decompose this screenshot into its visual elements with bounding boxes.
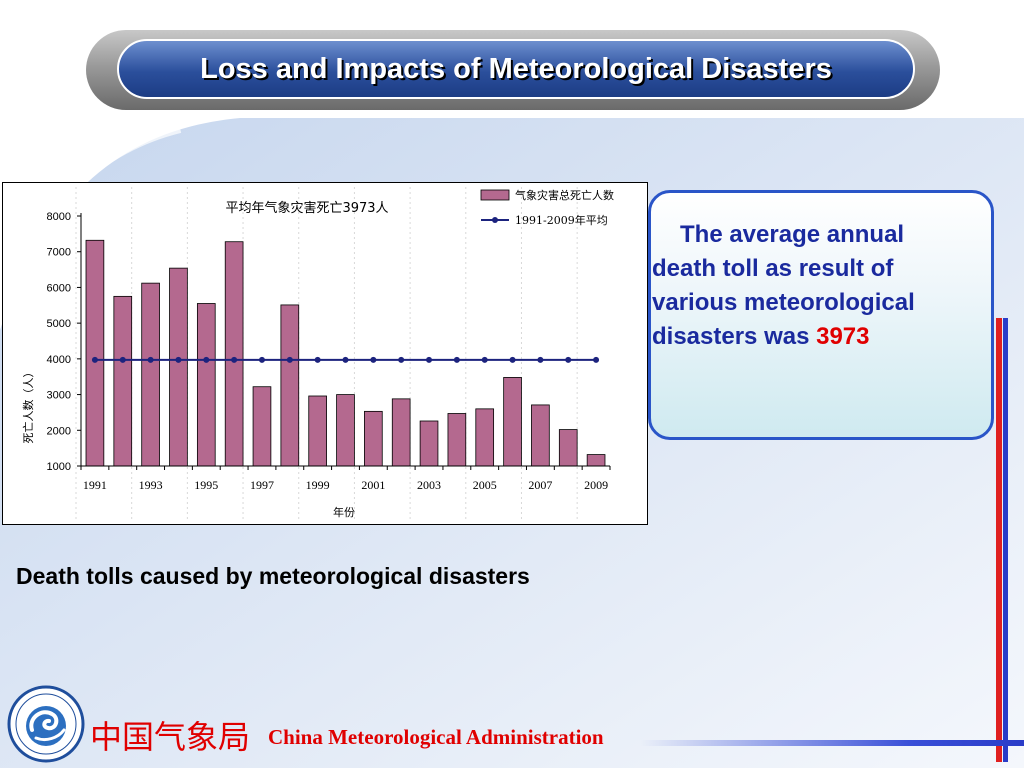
y-tick-label: 2000 [47,425,71,437]
legend-swatch-bar [480,189,510,201]
title-bar: Loss and Impacts of Meteorological Disas… [117,39,915,99]
average-point-2007 [537,356,544,363]
y-tick-label: 8000 [47,211,71,223]
death-toll-chart: 1000 2000 3000 4000 5000 6000 7000 8000 1991 1993… [2,182,648,525]
x-tick-label: 1993 [139,478,163,492]
bar-2000 [336,394,355,467]
chart-caption: Death tolls caused by meteorological dis… [16,563,530,589]
chart-title: 平均年气象灾害死亡3973人 [225,200,388,216]
x-axis-label: 年份 [333,505,355,519]
x-tick-label: 2001 [361,478,385,492]
bar-2009 [586,454,606,467]
decorative-red-bar [996,318,1002,762]
average-point-2000 [342,356,349,363]
bar-1995 [196,303,216,467]
average-point-1995 [203,356,210,363]
average-point-2008 [565,356,572,363]
average-point-1999 [314,356,321,363]
bar-2006 [503,377,522,467]
average-point-2005 [481,356,488,363]
legend-swatch-marker [492,217,498,223]
footer-divider [640,740,1024,746]
bar-1998 [280,304,300,467]
bar-2005 [475,408,495,467]
info-line-1: The average annual [680,221,905,248]
y-tick-label: 5000 [47,318,71,330]
x-tick-label: 2003 [417,478,441,492]
bar-1996 [224,241,244,467]
bar-2008 [558,429,578,467]
y-tick-label: 1000 [47,461,71,473]
bar-2003 [419,420,439,467]
bar-1994 [169,267,188,467]
bar-1997 [252,386,272,467]
footer-org-chinese: 中国气象局 [90,719,251,755]
bar-1999 [308,395,327,467]
bar-2007 [531,404,550,467]
chart-canvas: 1000 2000 3000 4000 5000 6000 7000 8000 1991 1993… [21,187,614,519]
legend-label-average: 1991-2009年平均 [515,213,608,227]
x-tick-label: 2005 [473,478,497,492]
x-tick-label: 1991 [83,478,107,492]
average-point-2006 [509,356,516,363]
average-point-1998 [286,356,293,363]
bar-1992 [113,295,133,467]
average-point-2002 [398,356,405,363]
info-callout [648,190,994,440]
average-point-1992 [119,356,126,363]
average-point-2001 [370,356,377,363]
average-point-1993 [147,356,154,363]
average-point-2004 [453,356,460,363]
info-line-4: disasters was 3973 [652,320,992,354]
x-tick-label: 2009 [584,478,608,492]
info-line-2: death toll as result of [652,255,894,282]
footer-org-english: China Meteorological Administration [268,725,604,749]
average-point-1994 [175,356,182,363]
average-point-1991 [91,356,98,363]
bar-1991 [85,239,105,467]
y-tick-label: 4000 [47,354,71,366]
x-tick-label: 1995 [194,478,218,492]
y-tick-label: 3000 [47,390,71,402]
cma-logo-icon [7,685,85,763]
info-line-4-prefix: disasters was [652,323,817,350]
average-point-2003 [426,356,433,363]
slide-title: Loss and Impacts of Meteorological Disas… [200,52,832,85]
x-tick-label: 1999 [306,478,330,492]
y-tick-label: 6000 [47,282,71,294]
decorative-blue-bar [1003,318,1008,762]
x-tick-label: 1997 [250,478,274,492]
bar-2002 [391,398,411,467]
bar-1993 [141,282,160,467]
average-point-1996 [231,356,238,363]
y-axis-label: 死亡人数（人） [21,367,35,444]
bar-2001 [364,410,383,467]
average-point-2009 [593,356,600,363]
average-point-1997 [258,356,265,363]
chart-legend: 气象灾害总死亡人数 1991-2009年平均 [480,188,614,227]
info-line-3: various meteorological [652,289,915,316]
info-callout-text: The average annual death toll as result … [652,218,992,354]
average-death-value: 3973 [816,323,870,350]
bar-2004 [447,413,467,467]
x-tick-label: 2007 [528,478,552,492]
legend-label-total: 气象灾害总死亡人数 [515,188,614,202]
y-tick-label: 7000 [47,247,71,259]
